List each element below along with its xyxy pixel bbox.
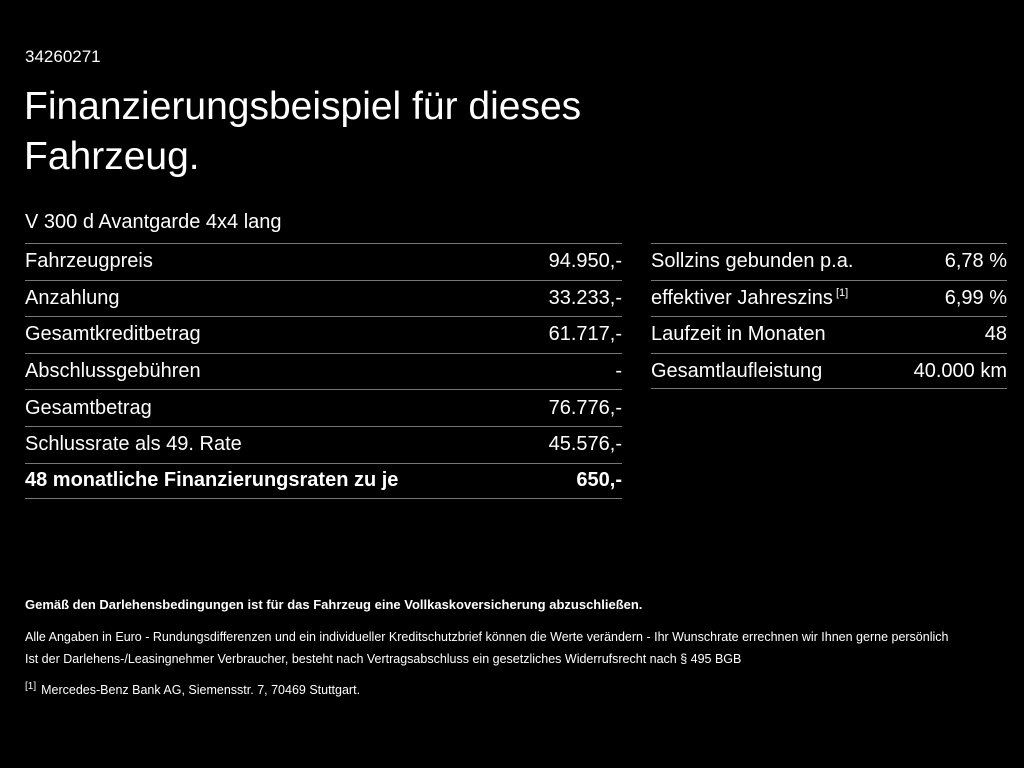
row-value: 45.576,- xyxy=(548,433,622,456)
table-row-effektiver-jahreszins: effektiver Jahreszins [1] 6,99 % xyxy=(651,279,1007,317)
table-row-gesamtkreditbetrag: Gesamtkreditbetrag 61.717,- xyxy=(25,316,622,353)
row-label: Laufzeit in Monaten xyxy=(651,323,826,346)
row-value: 76.776,- xyxy=(548,396,622,419)
table-row-anzahlung: Anzahlung 33.233,- xyxy=(25,279,622,317)
row-label: Anzahlung xyxy=(25,286,120,309)
row-value: 40.000 km xyxy=(913,359,1007,382)
footer-insurance-note: Gemäß den Darlehensbedingungen ist für d… xyxy=(25,597,643,612)
row-label-text: effektiver Jahreszins xyxy=(651,286,833,309)
footnote-marker: [1] xyxy=(25,680,37,692)
row-value: 61.717,- xyxy=(548,323,622,346)
table-row-laufzeit: Laufzeit in Monaten 48 xyxy=(651,316,1007,353)
row-label: Gesamtkreditbetrag xyxy=(25,323,201,346)
footer-footnote: [1] Mercedes-Benz Bank AG, Siemensstr. 7,… xyxy=(25,680,990,697)
row-label: effektiver Jahreszins [1] xyxy=(651,287,848,310)
row-value: 48 xyxy=(984,323,1007,346)
table-row-abschlussgebuehren: Abschlussgebühren - xyxy=(25,352,622,390)
row-label: Abschlussgebühren xyxy=(25,360,201,383)
document-id: 34260271 xyxy=(25,47,101,66)
table-row-schlussrate: Schlussrate als 49. Rate 45.576,- xyxy=(25,425,622,463)
row-value: 33.233,- xyxy=(548,286,622,309)
table-row-monatsrate: 48 monatliche Finanzierungsraten zu je 6… xyxy=(25,462,622,500)
row-value: 6,99 % xyxy=(944,286,1007,309)
row-value: 94.950,- xyxy=(548,250,622,273)
page-title-line1: Finanzierungsbeispiel für dieses xyxy=(24,85,582,128)
vehicle-model: V 300 d Avantgarde 4x4 lang xyxy=(25,211,282,233)
finance-table-left: Fahrzeugpreis 94.950,- Anzahlung 33.233,… xyxy=(25,243,622,500)
table-row-gesamtlaufleistung: Gesamtlaufleistung 40.000 km xyxy=(651,352,1007,390)
finance-table-right: Sollzins gebunden p.a. 6,78 % effektiver… xyxy=(651,243,1007,390)
footnote-ref: [1] xyxy=(835,287,849,300)
row-value: 6,78 % xyxy=(944,250,1007,273)
table-row-fahrzeugpreis: Fahrzeugpreis 94.950,- xyxy=(25,243,622,280)
legal-footer: Gemäß den Darlehensbedingungen ist für d… xyxy=(25,597,990,697)
footnote-text: Mercedes-Benz Bank AG, Siemensstr. 7, 70… xyxy=(41,683,361,697)
row-value: 650,- xyxy=(576,469,622,492)
row-label: Sollzins gebunden p.a. xyxy=(651,250,854,273)
row-label: Gesamtbetrag xyxy=(25,396,152,419)
table-row-sollzins: Sollzins gebunden p.a. 6,78 % xyxy=(651,243,1007,280)
row-label: Fahrzeugpreis xyxy=(25,250,153,273)
page-title-line2: Fahrzeug. xyxy=(24,135,200,178)
row-label: Schlussrate als 49. Rate xyxy=(25,433,242,456)
table-row-gesamtbetrag: Gesamtbetrag 76.776,- xyxy=(25,389,622,426)
row-value: - xyxy=(615,360,622,383)
row-label: 48 monatliche Finanzierungsraten zu je xyxy=(25,469,399,492)
finance-tables: Fahrzeugpreis 94.950,- Anzahlung 33.233,… xyxy=(25,243,1007,500)
page-title: Finanzierungsbeispiel für dieses Fahrzeug… xyxy=(24,82,581,182)
footer-disclaimer-line1: Alle Angaben in Euro - Rundungsdifferenz… xyxy=(25,630,949,644)
row-label: Gesamtlaufleistung xyxy=(651,359,823,382)
footer-disclaimer-line2: Ist der Darlehens-/Leasingnehmer Verbrau… xyxy=(25,652,742,666)
